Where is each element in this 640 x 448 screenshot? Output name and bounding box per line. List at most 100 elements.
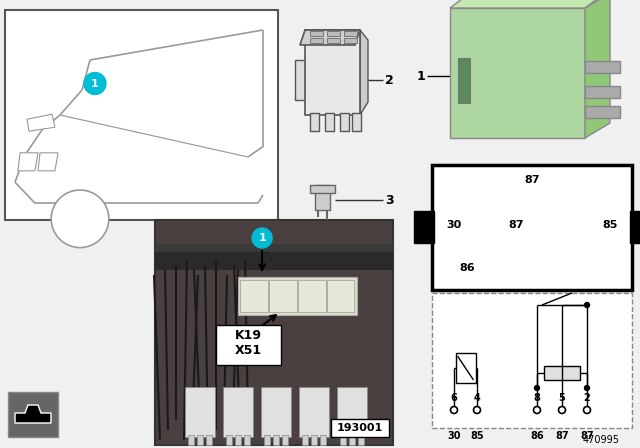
Text: 2: 2 xyxy=(385,73,394,86)
Bar xyxy=(235,435,241,445)
Bar xyxy=(298,280,326,312)
Bar xyxy=(261,387,291,437)
Text: 1: 1 xyxy=(416,69,425,82)
Circle shape xyxy=(584,302,589,307)
Bar xyxy=(585,86,620,98)
Polygon shape xyxy=(300,30,360,45)
Bar xyxy=(206,435,212,445)
Text: 85: 85 xyxy=(602,220,618,230)
Bar xyxy=(450,8,585,138)
Text: 3: 3 xyxy=(385,194,394,207)
Bar xyxy=(458,58,470,103)
Bar xyxy=(432,165,632,290)
Bar xyxy=(302,435,308,445)
Bar xyxy=(344,38,357,43)
Bar xyxy=(456,353,476,383)
Bar xyxy=(327,31,340,36)
Bar xyxy=(185,387,215,437)
Polygon shape xyxy=(15,405,51,423)
Bar xyxy=(240,280,268,312)
Bar xyxy=(216,325,282,365)
Circle shape xyxy=(534,406,541,414)
Circle shape xyxy=(84,73,106,95)
Polygon shape xyxy=(38,153,58,171)
Bar xyxy=(352,113,361,131)
Bar xyxy=(269,280,297,312)
Bar xyxy=(349,435,355,445)
Bar xyxy=(188,435,194,445)
Bar xyxy=(585,106,620,118)
Bar xyxy=(326,280,355,312)
Bar xyxy=(344,31,357,36)
Bar xyxy=(155,220,393,445)
Bar xyxy=(310,38,323,43)
Bar xyxy=(358,435,364,445)
Bar xyxy=(585,61,620,73)
Text: 2: 2 xyxy=(584,393,590,403)
Text: 86: 86 xyxy=(459,263,475,273)
Bar xyxy=(630,211,640,242)
Bar xyxy=(299,387,329,437)
Text: 1: 1 xyxy=(91,78,99,89)
Bar xyxy=(337,387,367,437)
Circle shape xyxy=(451,406,458,414)
Bar xyxy=(331,419,389,437)
Bar xyxy=(238,277,357,315)
Text: 30: 30 xyxy=(447,431,461,441)
Polygon shape xyxy=(585,0,610,138)
Text: 87: 87 xyxy=(524,175,540,185)
Text: 87: 87 xyxy=(580,431,594,441)
Circle shape xyxy=(534,385,540,391)
Bar xyxy=(414,211,434,242)
Polygon shape xyxy=(27,114,55,131)
Bar xyxy=(282,435,288,445)
Polygon shape xyxy=(18,153,38,171)
Bar xyxy=(156,221,392,444)
Bar xyxy=(155,244,393,252)
Text: 4: 4 xyxy=(474,393,481,403)
Text: 87: 87 xyxy=(508,220,524,230)
Bar xyxy=(315,185,330,210)
Bar xyxy=(223,387,253,437)
Circle shape xyxy=(584,385,589,391)
Circle shape xyxy=(584,406,591,414)
Text: 1: 1 xyxy=(258,233,266,243)
Polygon shape xyxy=(450,0,605,8)
Text: 8: 8 xyxy=(534,393,540,403)
Text: 85: 85 xyxy=(470,431,484,441)
Bar xyxy=(155,252,393,270)
Bar xyxy=(340,435,346,445)
Circle shape xyxy=(252,228,272,248)
Text: 30: 30 xyxy=(446,220,461,230)
Bar xyxy=(327,38,340,43)
Bar xyxy=(5,10,278,220)
Bar xyxy=(310,113,319,131)
Text: K19: K19 xyxy=(235,328,262,341)
Text: 193001: 193001 xyxy=(337,423,383,433)
Bar xyxy=(197,435,203,445)
Bar xyxy=(310,185,335,193)
Bar xyxy=(264,435,270,445)
Text: X51: X51 xyxy=(235,344,262,357)
Bar xyxy=(244,435,250,445)
Bar xyxy=(226,435,232,445)
Bar xyxy=(311,435,317,445)
Bar xyxy=(432,293,632,428)
Bar xyxy=(305,30,360,115)
Circle shape xyxy=(51,190,109,248)
Bar xyxy=(320,435,326,445)
Text: 470995: 470995 xyxy=(583,435,620,445)
Bar xyxy=(8,392,58,437)
Circle shape xyxy=(559,406,566,414)
Text: 6: 6 xyxy=(451,393,458,403)
Text: 5: 5 xyxy=(559,393,565,403)
Text: 86: 86 xyxy=(530,431,544,441)
Bar xyxy=(310,31,323,36)
Polygon shape xyxy=(360,30,368,115)
Bar xyxy=(273,435,279,445)
Text: 87: 87 xyxy=(555,431,569,441)
Circle shape xyxy=(474,406,481,414)
Bar xyxy=(340,113,349,131)
Bar xyxy=(325,113,334,131)
Bar xyxy=(295,60,307,100)
